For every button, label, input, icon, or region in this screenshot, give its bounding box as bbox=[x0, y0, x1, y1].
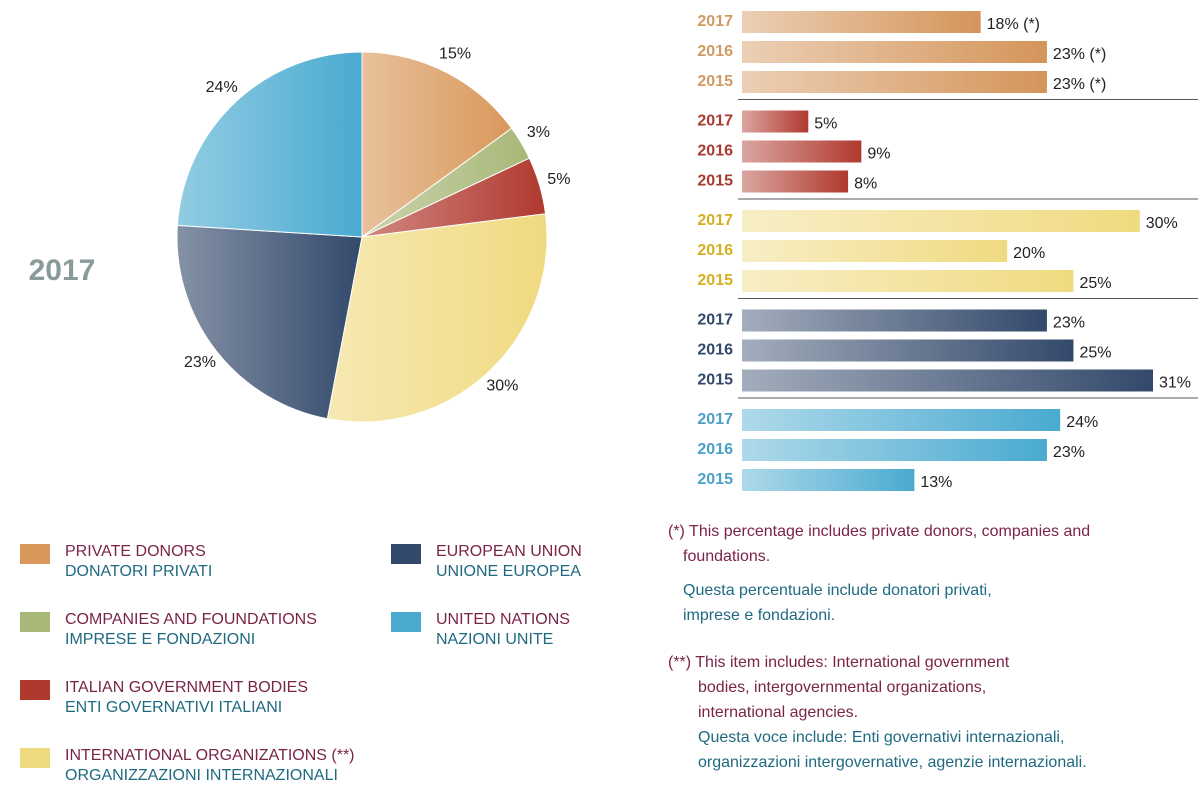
legend-label-it: IMPRESE E FONDAZIONI bbox=[65, 631, 255, 648]
legend-label: UNITED NATIONS bbox=[436, 611, 570, 628]
legend-label-it: UNIONE EUROPEA bbox=[436, 563, 581, 580]
note-text-it: imprese e fondazioni. bbox=[683, 607, 835, 624]
legend-label: INTERNATIONAL ORGANIZATIONS (**) bbox=[65, 747, 355, 764]
value-label: 30% bbox=[1146, 215, 1178, 232]
value-label: 24% bbox=[1066, 414, 1098, 431]
value-label: 23% (*) bbox=[1053, 76, 1106, 93]
note-text-it: Questa voce include: Enti governativi in… bbox=[698, 729, 1064, 746]
legend-label: PRIVATE DONORS bbox=[65, 543, 206, 560]
pie-slice bbox=[176, 224, 363, 420]
legend-label-it: ORGANIZZAZIONI INTERNAZIONALI bbox=[65, 767, 338, 784]
slice-label: 15% bbox=[439, 46, 471, 63]
bar bbox=[742, 309, 1047, 332]
value-label: 8% bbox=[854, 176, 877, 193]
value-label: 20% bbox=[1013, 245, 1045, 262]
legend-label: COMPANIES AND FOUNDATIONS bbox=[65, 611, 317, 628]
year-label: 2015 bbox=[697, 73, 733, 90]
year-label: 2016 bbox=[697, 441, 733, 458]
legend-swatch bbox=[20, 612, 50, 632]
pie-slice bbox=[176, 51, 363, 238]
legend-label-it: NAZIONI UNITE bbox=[436, 631, 553, 648]
note-text: bodies, intergovernmental organizations, bbox=[698, 679, 986, 696]
value-label: 23% bbox=[1053, 315, 1085, 332]
year-label: 2015 bbox=[697, 471, 733, 488]
note-text-it: Questa percentuale include donatori priv… bbox=[683, 582, 992, 599]
value-label: 31% bbox=[1159, 375, 1191, 392]
legend-swatch bbox=[20, 544, 50, 564]
year-label: 2017 bbox=[697, 13, 733, 30]
bar bbox=[742, 11, 981, 33]
year-label: 2015 bbox=[697, 173, 733, 190]
slice-label: 5% bbox=[547, 171, 570, 188]
note-text: (**) This item includes: International g… bbox=[668, 654, 1010, 671]
bar bbox=[742, 41, 1047, 63]
pie-slice bbox=[326, 213, 548, 423]
note-text: (*) This percentage includes private don… bbox=[668, 523, 1090, 540]
year-label: 2017 bbox=[697, 411, 733, 428]
bar bbox=[742, 409, 1061, 431]
value-label: 23% bbox=[1053, 444, 1085, 461]
note-text: international agencies. bbox=[698, 704, 858, 721]
value-label: 9% bbox=[867, 146, 890, 163]
year-label: 2016 bbox=[697, 143, 733, 160]
bar bbox=[742, 210, 1140, 232]
bar bbox=[742, 339, 1074, 362]
slice-label: 3% bbox=[527, 124, 550, 141]
pie-title: 2017 bbox=[29, 254, 96, 287]
slice-label: 24% bbox=[206, 79, 238, 96]
year-label: 2017 bbox=[697, 113, 733, 130]
bar bbox=[742, 439, 1047, 461]
bar bbox=[742, 170, 849, 193]
bar bbox=[742, 469, 915, 491]
legend-label: EUROPEAN UNION bbox=[436, 543, 582, 560]
pie-slice bbox=[361, 51, 513, 238]
value-label: 25% bbox=[1079, 345, 1111, 362]
legend-swatch bbox=[391, 612, 421, 632]
year-label: 2015 bbox=[697, 272, 733, 289]
value-label: 13% bbox=[920, 474, 952, 491]
legend-label-it: ENTI GOVERNATIVI ITALIANI bbox=[65, 699, 282, 716]
slice-label: 23% bbox=[184, 354, 216, 371]
note-text: foundations. bbox=[683, 548, 770, 565]
legend-swatch bbox=[20, 680, 50, 700]
legend-label-it: DONATORI PRIVATI bbox=[65, 563, 212, 580]
year-label: 2016 bbox=[697, 43, 733, 60]
bar bbox=[742, 240, 1008, 262]
year-label: 2016 bbox=[697, 242, 733, 259]
year-label: 2017 bbox=[697, 312, 733, 329]
bar bbox=[742, 110, 809, 133]
legend-swatch bbox=[391, 544, 421, 564]
legend-swatch bbox=[20, 748, 50, 768]
bar bbox=[742, 140, 862, 163]
year-label: 2016 bbox=[697, 342, 733, 359]
slice-label: 30% bbox=[486, 378, 518, 395]
bar bbox=[742, 369, 1153, 392]
value-label: 5% bbox=[814, 116, 837, 133]
year-label: 2015 bbox=[697, 372, 733, 389]
value-label: 18% (*) bbox=[987, 16, 1040, 33]
bar bbox=[742, 71, 1047, 93]
year-label: 2017 bbox=[697, 212, 733, 229]
value-label: 25% bbox=[1079, 275, 1111, 292]
value-label: 23% (*) bbox=[1053, 46, 1106, 63]
legend-label: ITALIAN GOVERNMENT BODIES bbox=[65, 679, 308, 696]
bar bbox=[742, 270, 1074, 292]
note-text-it: organizzazioni intergovernative, agenzie… bbox=[698, 754, 1087, 771]
